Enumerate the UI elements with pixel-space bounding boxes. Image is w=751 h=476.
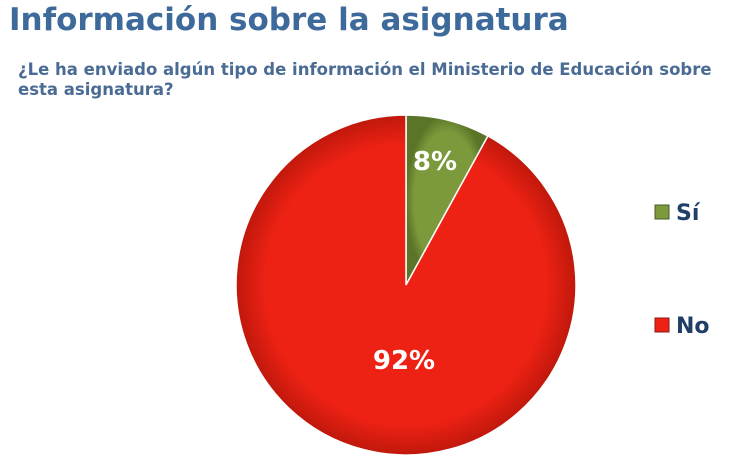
page-title: Información sobre la asignatura [9,2,569,38]
survey-question: ¿Le ha enviado algún tipo de información… [18,60,712,99]
legend: Sí No [654,201,710,339]
pie-slice-no [235,114,577,456]
slice-label-si: 8% [413,147,457,177]
legend-label-si: Sí [676,201,701,226]
legend-swatch-no [654,317,670,333]
legend-label-no: No [676,314,710,339]
slice-label-no: 92% [373,346,435,376]
legend-swatch-si [654,204,670,220]
